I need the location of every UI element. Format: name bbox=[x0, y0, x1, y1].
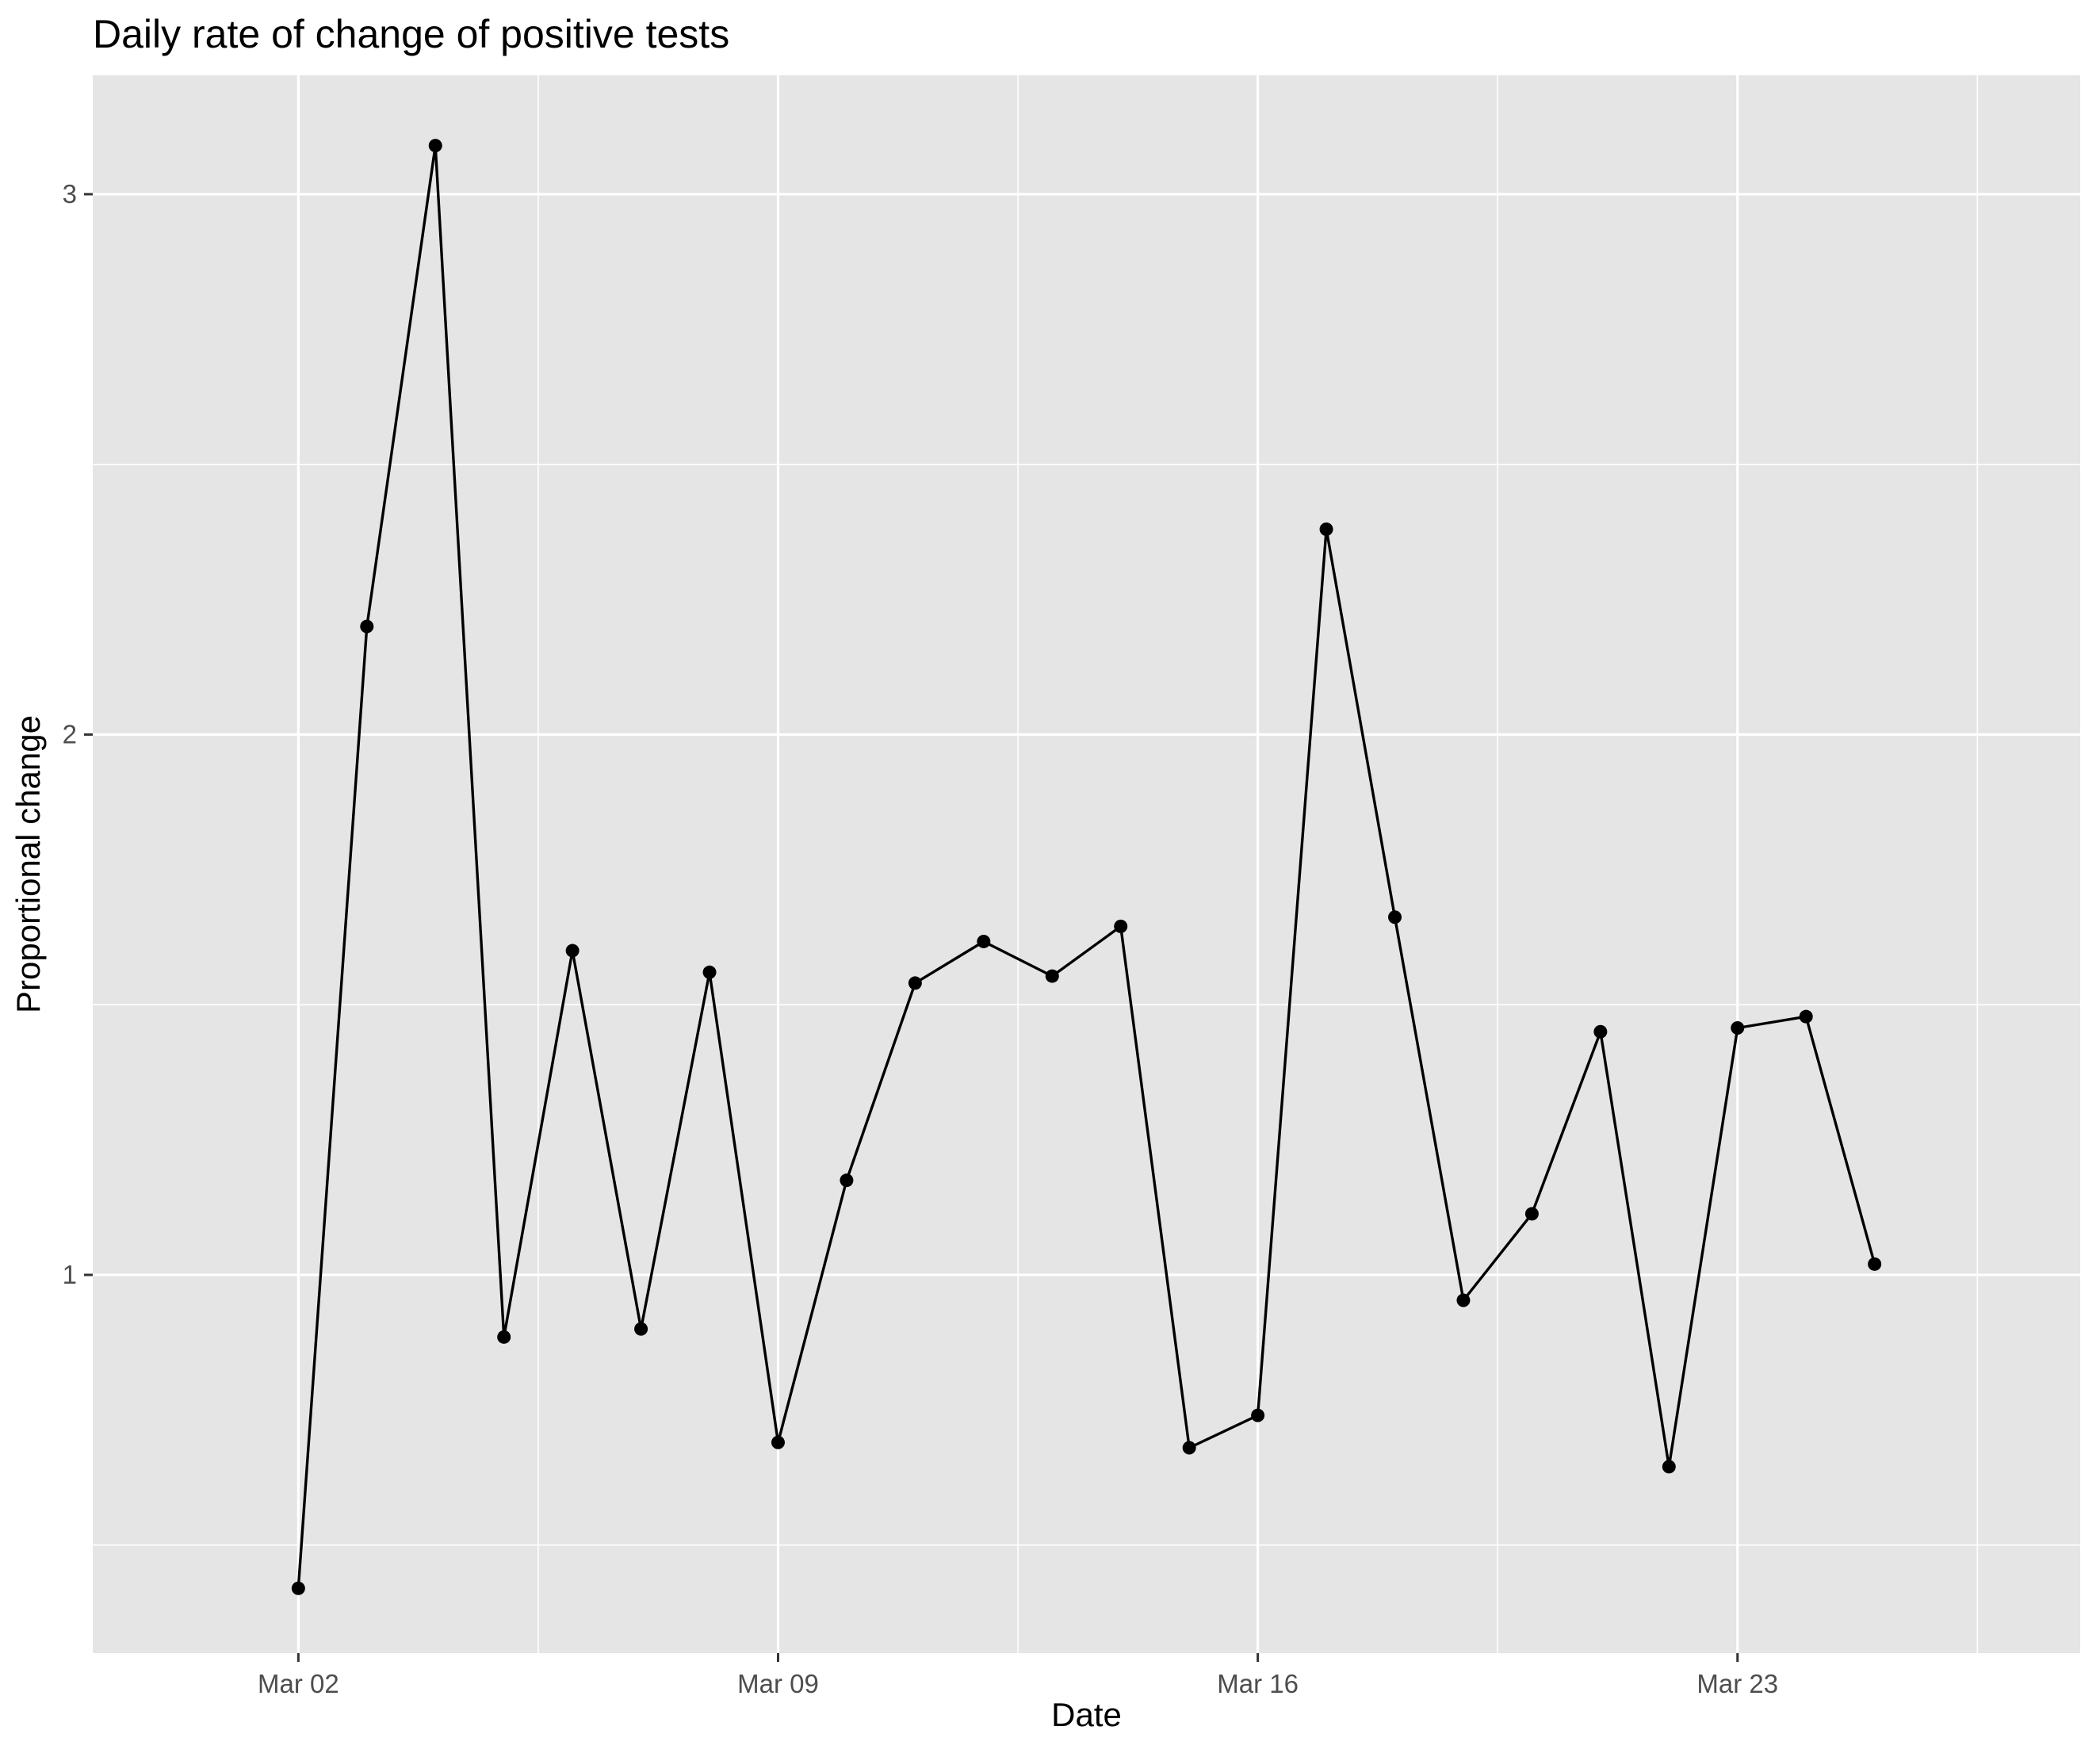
data-point bbox=[908, 976, 922, 990]
data-point bbox=[1524, 1207, 1539, 1221]
series-line bbox=[296, 144, 1876, 1589]
data-point bbox=[771, 1435, 785, 1449]
data-point bbox=[634, 1322, 648, 1336]
minor-gridlines bbox=[93, 75, 2080, 1653]
data-point bbox=[977, 934, 991, 948]
data-point bbox=[1182, 1441, 1196, 1455]
data-point bbox=[291, 1581, 305, 1595]
x-tick-label: Mar 16 bbox=[1217, 1669, 1299, 1698]
y-tick-label: 2 bbox=[63, 719, 77, 748]
data-point bbox=[1799, 1009, 1813, 1024]
data-point bbox=[1593, 1024, 1608, 1039]
major-gridlines bbox=[93, 75, 2080, 1653]
x-axis-title: Date bbox=[1051, 1696, 1122, 1733]
data-point bbox=[702, 965, 717, 979]
data-point bbox=[1456, 1293, 1471, 1307]
data-point bbox=[1868, 1257, 1882, 1271]
data-point bbox=[565, 944, 580, 958]
y-tick-label: 1 bbox=[63, 1260, 77, 1289]
series-layer bbox=[291, 139, 1882, 1595]
data-point bbox=[1662, 1460, 1676, 1474]
data-point bbox=[497, 1330, 511, 1344]
plot-panel bbox=[93, 75, 2080, 1653]
data-point bbox=[1731, 1020, 1745, 1035]
data-point bbox=[1045, 969, 1059, 983]
chart-title: Daily rate of change of positive tests bbox=[93, 12, 729, 56]
x-tick-label: Mar 02 bbox=[258, 1669, 339, 1698]
data-point bbox=[1251, 1408, 1265, 1422]
data-point bbox=[840, 1173, 854, 1188]
x-tick-label: Mar 09 bbox=[737, 1669, 819, 1698]
data-point bbox=[360, 619, 374, 634]
x-axis-tick-labels: Mar 02 Mar 09 Mar 16 Mar 23 bbox=[258, 1669, 1778, 1698]
y-axis-tick-labels: 1 2 3 bbox=[63, 179, 77, 1289]
y-tick-label: 3 bbox=[63, 179, 77, 209]
axis-ticks bbox=[84, 193, 1739, 1662]
data-point bbox=[428, 139, 442, 153]
data-point bbox=[1114, 919, 1128, 933]
x-tick-label: Mar 23 bbox=[1696, 1669, 1778, 1698]
data-point bbox=[1388, 910, 1402, 924]
data-point bbox=[1319, 522, 1333, 536]
y-axis-title: Proportional change bbox=[10, 715, 47, 1013]
